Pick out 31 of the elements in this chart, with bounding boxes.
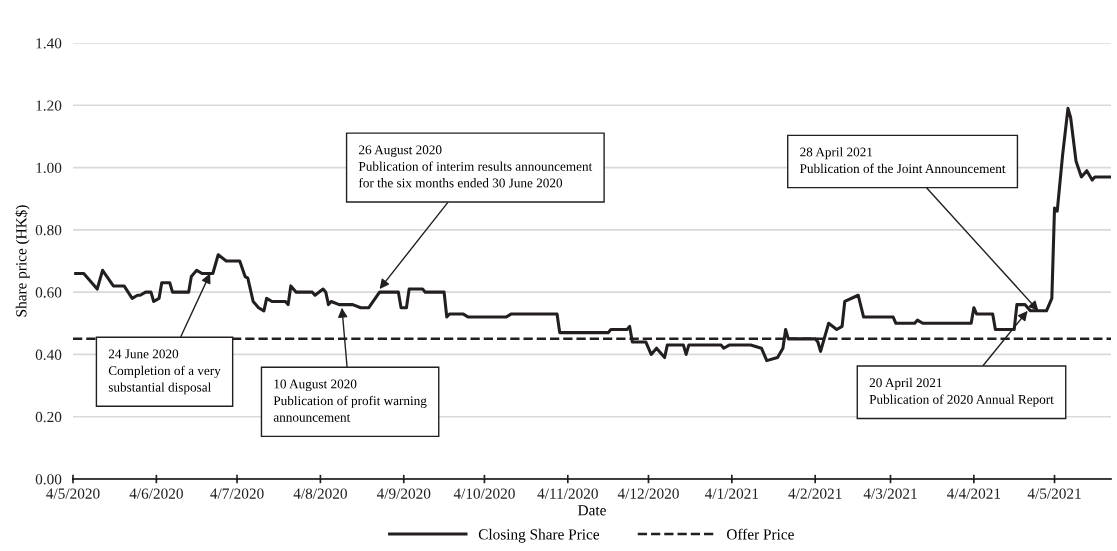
y-tick-label: 1.20 — [36, 100, 62, 111]
x-tick-label: 4/12/2020 — [617, 488, 679, 499]
x-tick-label: 4/9/2020 — [376, 488, 431, 499]
x-tick-label: 4/10/2020 — [453, 488, 515, 499]
annotation: 20 April 2021 Publication of 2020 Annual Report — [869, 377, 1054, 407]
x-tick-label: 4/2/2021 — [788, 488, 842, 499]
annotation: 24 June 2020 Completion of a very substantial disposal — [108, 349, 221, 395]
x-tick-label: 4/5/2020 — [46, 488, 100, 499]
x-tick-label: 4/5/2021 — [1027, 488, 1081, 499]
y-tick-label: 1.40 — [36, 38, 62, 49]
annotation: 10 August 2020 Publication of profit warning announcement — [273, 379, 427, 422]
y-tick-label: 0.60 — [35, 287, 62, 298]
y-axis-title: Share price (HK$) — [15, 205, 30, 317]
x-tick-label: 4/3/2021 — [863, 488, 917, 499]
legend-label: Offer Price — [727, 528, 794, 540]
x-tick-label: 4/7/2020 — [210, 488, 264, 499]
y-tick-label: 0.40 — [35, 349, 62, 360]
annotation: 26 August 2020 Publication of interim results announcement for the six months ended 30 June 2020 — [358, 145, 593, 188]
annotation: 28 April 2021 Publication of the Joint Announcement — [799, 147, 1006, 174]
y-tick-label: 0.80 — [35, 225, 62, 236]
y-tick-label: 0.00 — [35, 474, 62, 485]
y-tick-label: 1.00 — [36, 162, 62, 174]
line-series — [74, 106, 1111, 363]
y-tick-label: 0.20 — [35, 411, 62, 423]
x-tick-label: 4/4/2021 — [946, 488, 1001, 499]
x-tick-label: 4/11/2020 — [537, 488, 598, 499]
x-axis-title: Date — [578, 505, 606, 516]
legend-label: Closing Share Price — [478, 528, 600, 543]
x-tick-label: 4/8/2020 — [293, 488, 347, 499]
x-tick-label: 4/6/2020 — [129, 488, 183, 499]
x-tick-label: 4/1/2021 — [704, 488, 759, 499]
